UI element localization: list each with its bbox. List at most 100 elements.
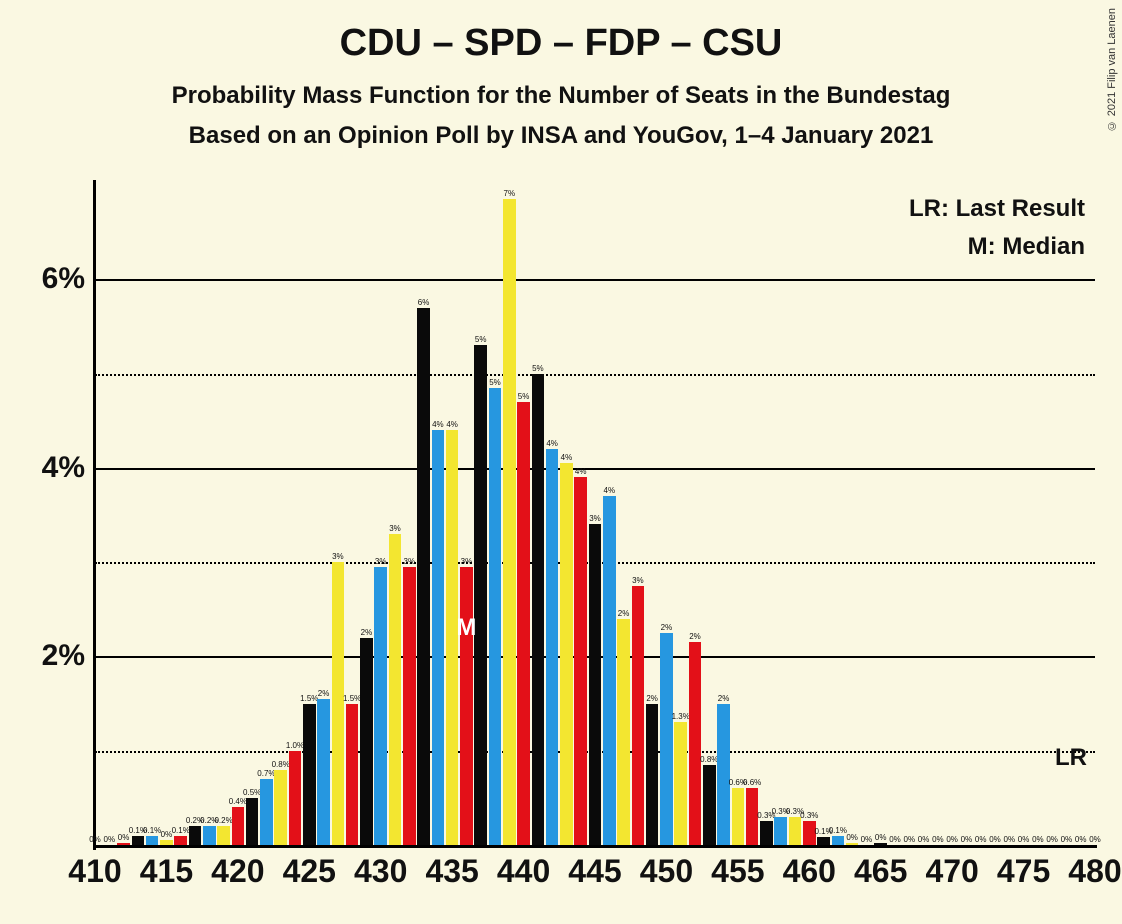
bar-value-label: 1.3% (672, 712, 690, 721)
bar-value-label: 5% (489, 378, 501, 387)
bar-value-label: 0% (875, 833, 887, 842)
bar (317, 699, 330, 845)
chart-title: CDU – SPD – FDP – CSU (0, 22, 1122, 65)
bar-value-label: 0% (1061, 835, 1073, 844)
bar-value-label: 0% (975, 835, 987, 844)
bar (732, 788, 745, 845)
bar-value-label: 3% (332, 552, 344, 561)
bar (632, 586, 645, 845)
chart-subtitle-2: Based on an Opinion Poll by INSA and You… (0, 122, 1122, 150)
x-tick-label: 425 (283, 853, 336, 890)
bar-value-label: 4% (546, 439, 558, 448)
bar-value-label: 0% (1046, 835, 1058, 844)
bar-value-label: 0% (1018, 835, 1030, 844)
x-tick-label: 455 (711, 853, 764, 890)
bar (432, 430, 445, 845)
bar-value-label: 4% (446, 420, 458, 429)
x-axis-line (93, 845, 1097, 848)
bar-value-label: 0% (1004, 835, 1016, 844)
bar-value-label: 2% (646, 694, 658, 703)
bar (146, 836, 159, 845)
x-tick-label: 460 (783, 853, 836, 890)
bar-value-label: 0% (89, 835, 101, 844)
bar-value-label: 5% (475, 335, 487, 344)
bar (789, 817, 802, 845)
bar-value-label: 1.5% (343, 694, 361, 703)
bar (260, 779, 273, 845)
bar (289, 751, 302, 845)
bar (546, 449, 559, 845)
bar-value-label: 0% (118, 833, 130, 842)
bar-value-label: 0% (861, 835, 873, 844)
bar-value-label: 0.6% (743, 778, 761, 787)
bar (332, 562, 345, 845)
bar (574, 477, 587, 845)
bar-value-label: 7% (504, 189, 516, 198)
bar-value-label: 2% (718, 694, 730, 703)
bar-value-label: 0% (1089, 835, 1101, 844)
bar-value-label: 0% (1032, 835, 1044, 844)
lr-label: LR (1055, 744, 1087, 772)
bar (817, 837, 830, 845)
chart-container: © 2021 Filip van Laenen CDU – SPD – FDP … (0, 0, 1122, 924)
bar-value-label: 1.0% (286, 741, 304, 750)
bar-value-label: 0% (846, 833, 858, 842)
bar-value-label: 0.1% (143, 826, 161, 835)
x-tick-label: 470 (925, 853, 978, 890)
bar (603, 496, 616, 845)
bar (503, 199, 516, 845)
bar (232, 807, 245, 845)
bar (374, 567, 387, 845)
bar-value-label: 2% (661, 623, 673, 632)
bar (774, 817, 787, 845)
bar-value-label: 3% (389, 524, 401, 533)
bar-value-label: 0.2% (214, 816, 232, 825)
bar-value-label: 4% (575, 467, 587, 476)
bar-value-label: 2% (361, 628, 373, 637)
bar-value-label: 5% (518, 392, 530, 401)
x-tick-label: 415 (140, 853, 193, 890)
bar-value-label: 0% (889, 835, 901, 844)
bar-value-label: 4% (561, 453, 573, 462)
bar (303, 704, 316, 845)
bar-value-label: 0% (932, 835, 944, 844)
x-tick-label: 475 (997, 853, 1050, 890)
x-tick-label: 450 (640, 853, 693, 890)
chart-subtitle-1: Probability Mass Function for the Number… (0, 82, 1122, 110)
bar (674, 722, 687, 845)
bar-value-label: 1.5% (300, 694, 318, 703)
bar-value-label: 4% (604, 486, 616, 495)
bar (117, 843, 130, 845)
bar-value-label: 0% (161, 830, 173, 839)
bar (589, 524, 602, 845)
bar-value-label: 3% (375, 557, 387, 566)
bar-value-label: 4% (432, 420, 444, 429)
gridline-minor (95, 374, 1095, 376)
bar-value-label: 2% (318, 689, 330, 698)
bar-value-label: 0.5% (243, 788, 261, 797)
bar (346, 704, 359, 845)
bar-value-label: 0.1% (829, 826, 847, 835)
bar (274, 770, 287, 845)
bar (160, 840, 173, 845)
bar-value-label: 3% (461, 557, 473, 566)
bar (189, 826, 202, 845)
bar (646, 704, 659, 845)
legend-last-result: LR: Last Result (909, 195, 1085, 223)
bar-value-label: 0% (961, 835, 973, 844)
bar-value-label: 5% (532, 364, 544, 373)
bar (532, 374, 545, 845)
bar (560, 463, 573, 845)
bar-value-label: 0.4% (229, 797, 247, 806)
bar (760, 821, 773, 845)
x-tick-label: 440 (497, 853, 550, 890)
bar (403, 567, 416, 845)
bar (703, 765, 716, 845)
bar-value-label: 0.1% (172, 826, 190, 835)
plot-area: LR: Last Result M: Median 2%4%6%41041542… (95, 185, 1095, 845)
bar-value-label: 3% (632, 576, 644, 585)
bar (617, 619, 630, 845)
bar (517, 402, 530, 845)
bar-value-label: 0.8% (700, 755, 718, 764)
x-tick-label: 445 (568, 853, 621, 890)
